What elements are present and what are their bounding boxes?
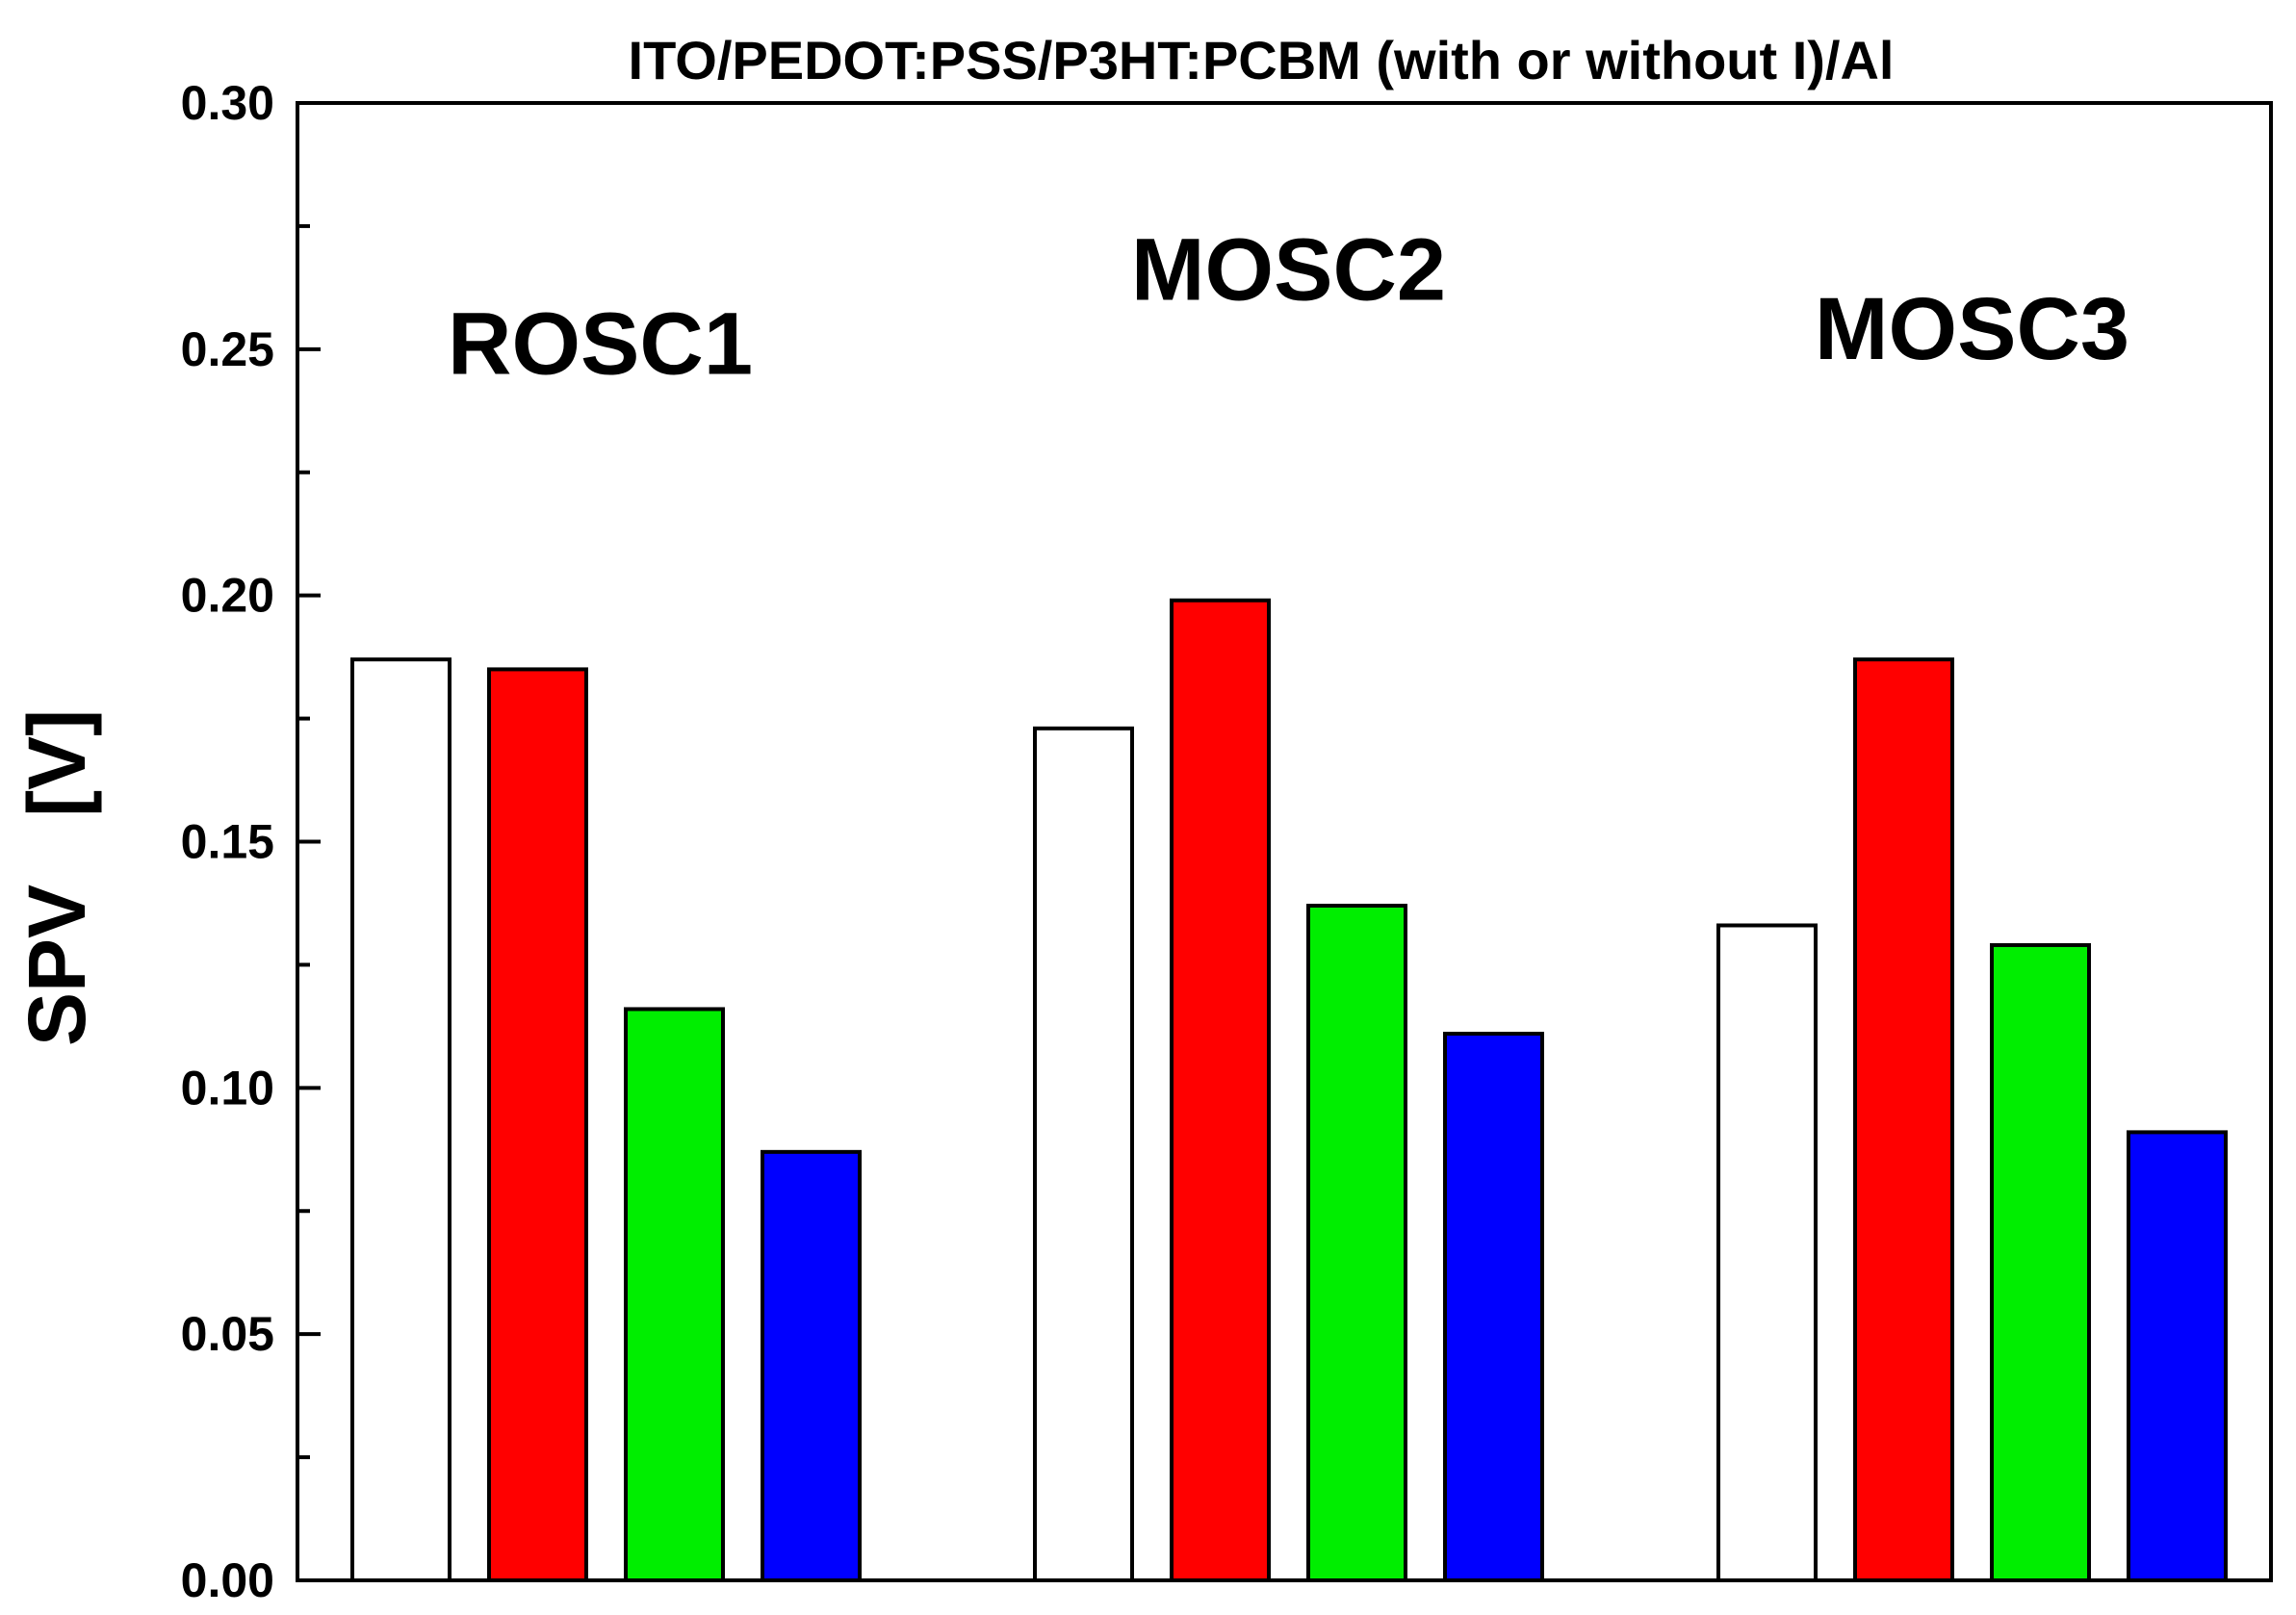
bar-mosc3-green	[1990, 942, 2091, 1582]
bar-mosc3-white	[1716, 923, 1818, 1582]
ticks-layer: 0.00 0.05 0.10 0.15 0.20 0.25 0.30	[181, 76, 321, 1607]
group-labels-layer: ROSC1 MOSC2 MOSC3	[448, 221, 2129, 394]
chart-title: ITO/PEDOT:PSS/P3HT:PCBM (with or without…	[629, 30, 1895, 90]
y-tick-label: 0.00	[181, 1553, 274, 1607]
group-label-rosc1: ROSC1	[448, 295, 753, 393]
y-tick-label: 0.15	[181, 815, 274, 869]
y-tick-label: 0.20	[181, 569, 274, 623]
bars-layer	[350, 598, 2228, 1583]
bar-mosc2-white	[1033, 726, 1134, 1582]
bar-mosc2-green	[1306, 904, 1407, 1582]
plot-frame	[296, 101, 2273, 1582]
y-tick-label: 0.30	[181, 76, 274, 130]
bar-mosc2-red	[1170, 598, 1271, 1582]
bar-rosc1-red	[487, 667, 588, 1582]
group-label-mosc3: MOSC3	[1815, 280, 2129, 378]
y-tick-label: 0.10	[181, 1061, 274, 1115]
y-tick-label: 0.25	[181, 322, 274, 376]
y-tick-label: 0.05	[181, 1307, 274, 1361]
bar-mosc3-red	[1853, 657, 1954, 1582]
y-axis-title: SPV [V]	[12, 709, 102, 1046]
bar-rosc1-blue	[761, 1149, 862, 1582]
bar-rosc1-white	[350, 657, 451, 1582]
group-label-mosc2: MOSC2	[1131, 221, 1446, 320]
bar-mosc2-blue	[1443, 1032, 1544, 1583]
bar-mosc3-blue	[2127, 1130, 2228, 1582]
bar-rosc1-green	[624, 1007, 725, 1582]
